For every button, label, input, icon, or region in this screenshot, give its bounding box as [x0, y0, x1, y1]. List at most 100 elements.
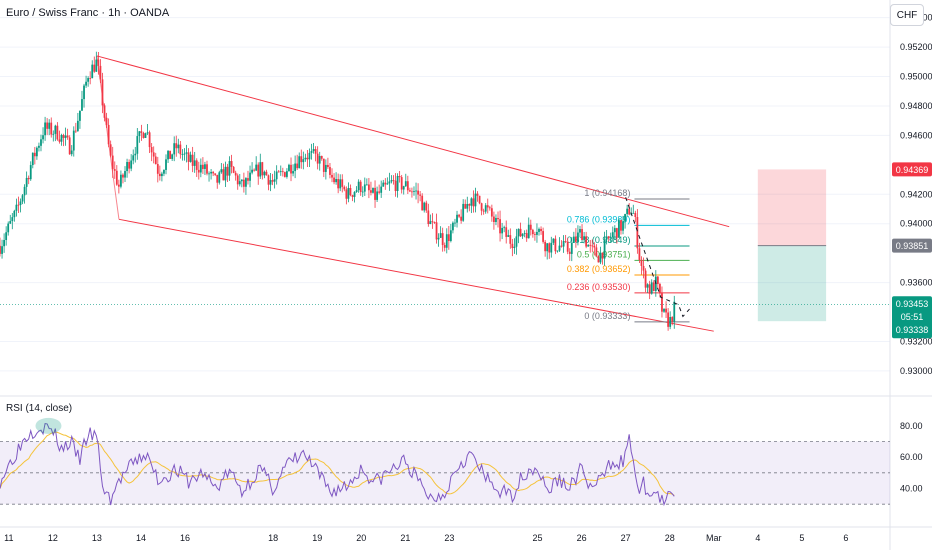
candle-body	[232, 166, 235, 173]
candle-body	[33, 152, 36, 157]
candle-body	[355, 190, 358, 192]
candle-body	[394, 180, 397, 192]
candle-body	[64, 135, 67, 138]
projection-dashed-line[interactable]	[625, 197, 690, 318]
candle-body	[19, 201, 22, 206]
candle-body	[388, 181, 391, 184]
fib-level-label: 0.382 (0.93652)	[567, 264, 631, 274]
candle-body	[466, 203, 469, 209]
candle-body	[449, 230, 452, 241]
candle-body	[1, 246, 3, 254]
channel-lower-line[interactable]	[118, 218, 714, 332]
candle-body	[585, 236, 588, 247]
candle-body	[5, 232, 8, 241]
candle-body	[216, 174, 219, 183]
candle-body	[462, 203, 465, 221]
candle-body	[31, 152, 34, 166]
candle-body	[29, 165, 32, 180]
candle-body	[386, 183, 389, 185]
candle-body	[546, 243, 549, 252]
take-profit-zone[interactable]	[757, 245, 827, 322]
candle-body	[185, 152, 188, 154]
candle-body	[669, 317, 672, 327]
candle-body	[523, 233, 526, 234]
candle-body	[509, 235, 512, 244]
target-price-text: 0.93338	[896, 325, 929, 335]
time-axis-label: 5	[799, 533, 804, 543]
candle-body	[167, 150, 169, 160]
candle-body	[480, 203, 483, 211]
currency-button[interactable]: CHF	[890, 4, 924, 26]
candlestick-series	[0, 51, 676, 331]
candle-body	[46, 122, 49, 129]
stop-loss-zone[interactable]	[757, 169, 827, 246]
rsi-axis-tick: 40.00	[900, 484, 923, 494]
candle-body	[316, 153, 319, 164]
candle-body	[626, 208, 629, 215]
candle-body	[189, 154, 192, 162]
candle-body	[378, 191, 381, 193]
chart-title[interactable]: Euro / Swiss Franc · 1h · OANDA	[6, 7, 170, 19]
candle-body	[579, 229, 581, 233]
channel-upper-line[interactable]	[96, 55, 730, 228]
candle-body	[300, 156, 303, 163]
current-price-text: 0.93453	[896, 299, 929, 309]
projection-path[interactable]	[625, 197, 690, 318]
price-axis-tick: 0.94800	[900, 101, 932, 111]
candle-body	[197, 169, 200, 173]
time-axis-label: 11	[4, 533, 13, 543]
candle-body	[247, 178, 249, 181]
time-axis-label: 25	[533, 533, 543, 543]
candle-body	[220, 169, 223, 173]
candle-body	[370, 190, 372, 193]
candle-body	[13, 210, 16, 218]
time-axis-label: 23	[444, 533, 454, 543]
candle-body	[89, 78, 92, 79]
price-axis-tick: 0.93200	[900, 336, 932, 346]
candle-body	[286, 171, 288, 177]
candle-body	[115, 170, 118, 185]
candle-body	[113, 169, 116, 171]
candle-body	[574, 236, 577, 242]
candle-body	[648, 284, 651, 294]
candle-body	[667, 312, 670, 327]
candle-body	[138, 131, 141, 137]
rsi-indicator-label[interactable]: RSI (14, close)	[6, 403, 73, 414]
candle-body	[177, 144, 180, 149]
candle-body	[513, 246, 516, 248]
candle-body	[15, 204, 18, 211]
candle-body	[275, 171, 278, 180]
candle-body	[439, 233, 442, 238]
candle-body	[634, 212, 637, 217]
candle-body	[230, 161, 233, 167]
candle-body	[214, 173, 217, 175]
candle-body	[343, 186, 346, 190]
fib-level-label: 1 (0.94168)	[584, 188, 630, 198]
candle-body	[66, 135, 69, 138]
candle-body	[93, 64, 96, 72]
entry-price-badge-text: 0.93851	[896, 241, 929, 251]
candle-body	[435, 222, 438, 240]
candle-body	[204, 164, 206, 169]
candle-body	[339, 179, 342, 189]
candle-body	[296, 163, 299, 169]
fib-level-label: 0 (0.93333)	[584, 311, 630, 321]
candle-body	[376, 191, 378, 200]
position-tool[interactable]	[757, 169, 827, 322]
candle-body	[210, 171, 212, 174]
candle-body	[564, 241, 567, 242]
candle-body	[70, 150, 73, 155]
rsi-pane	[0, 417, 890, 507]
candle-body	[345, 189, 348, 199]
candle-body	[411, 191, 413, 193]
candle-body	[234, 172, 237, 176]
candle-body	[351, 195, 354, 197]
candle-body	[597, 256, 600, 263]
candle-body	[222, 169, 225, 181]
candle-body	[419, 194, 422, 196]
candle-body	[269, 180, 272, 185]
candle-body	[11, 217, 14, 222]
candle-body	[48, 122, 51, 129]
candle-body	[279, 171, 282, 173]
candle-body	[353, 191, 356, 197]
